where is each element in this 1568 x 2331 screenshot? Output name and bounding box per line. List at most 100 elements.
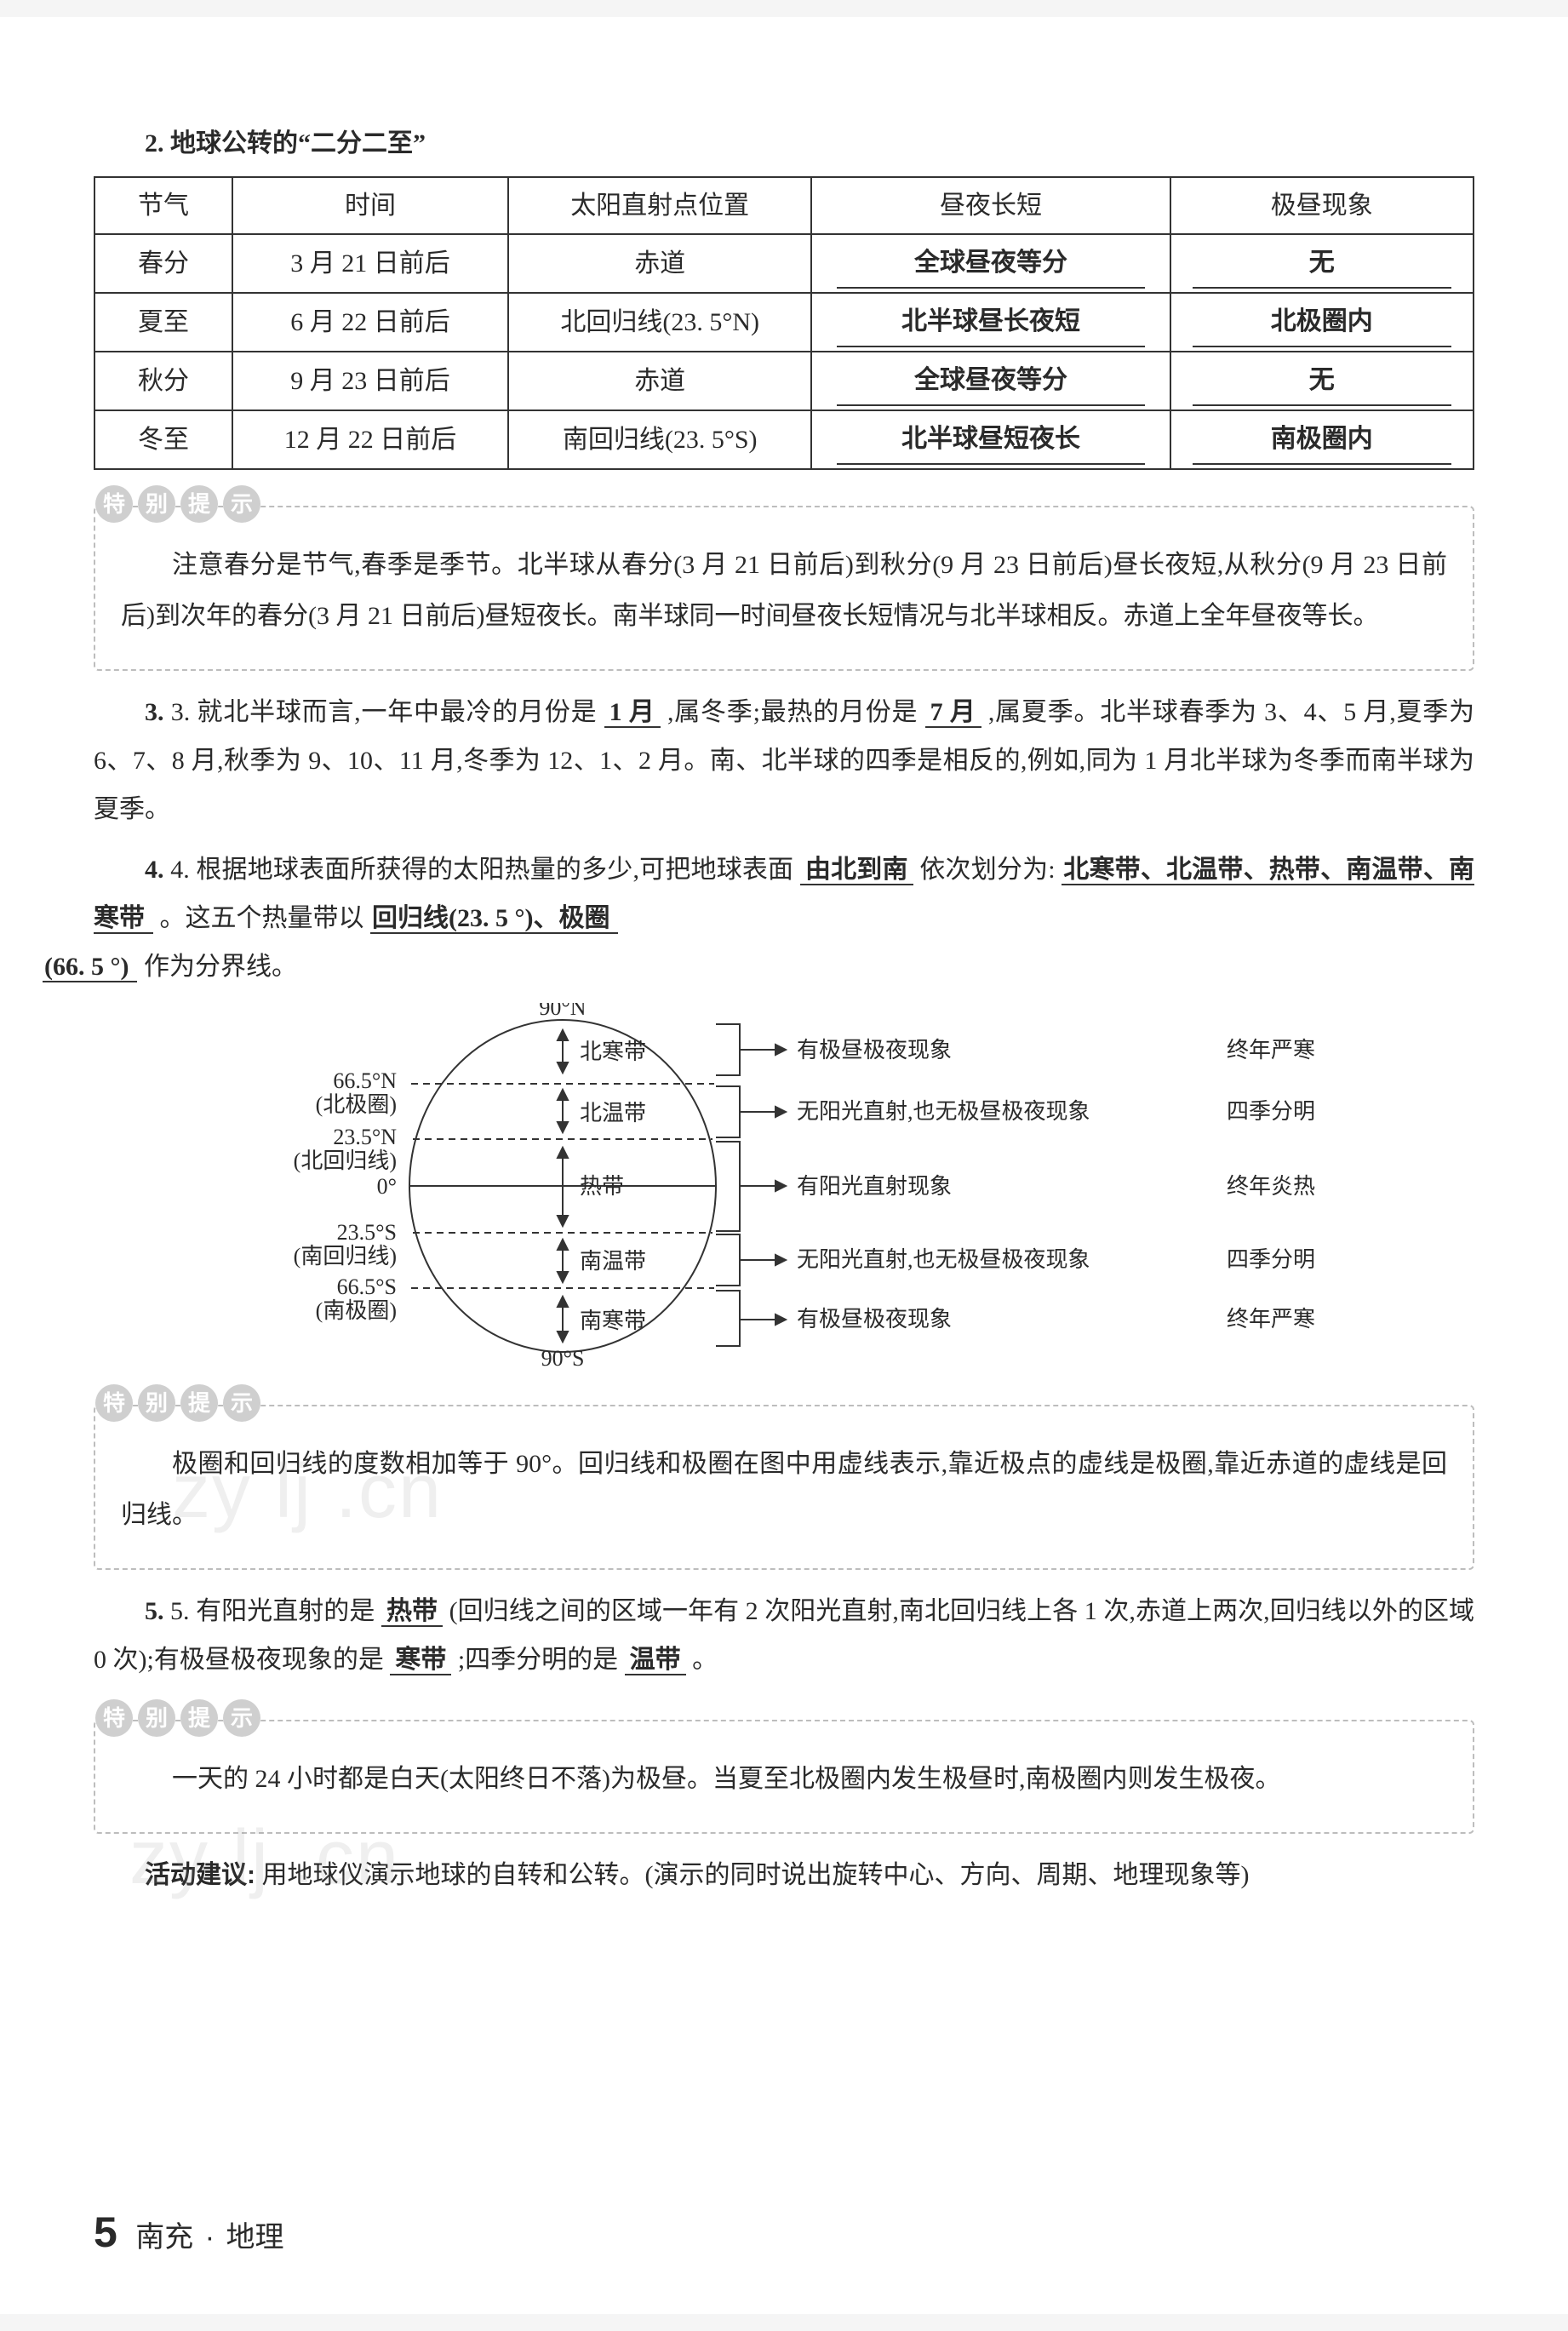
tip-box-2: 特 别 提 示 zy lj .cn 极圈和回归线的度数相加等于 90°。回归线和… (94, 1405, 1474, 1570)
svg-text:热带: 热带 (580, 1174, 624, 1199)
td: 南回归线(23. 5°S) (508, 410, 811, 469)
svg-text:66.5°S: 66.5°S (337, 1274, 397, 1299)
p5-text: 。 (692, 1646, 718, 1674)
p3-text: 3. 就北半球而言,一年中最冷的月份是 (171, 698, 598, 726)
tip-badge-char: 提 (180, 485, 218, 523)
td: 12 月 22 日前后 (232, 410, 508, 469)
svg-text:无阳光直射,也无极昼极夜现象: 无阳光直射,也无极昼极夜现象 (797, 1099, 1090, 1124)
p4-blank-1: 由北到南 (800, 856, 913, 885)
tip-box-1: 特 别 提 示 注意春分是节气,春季是季节。北半球从春分(3 月 21 日前后)… (94, 506, 1474, 671)
svg-text:(北回归线): (北回归线) (294, 1148, 397, 1173)
tip-badge: 特 别 提 示 (95, 485, 260, 523)
svg-text:有阳光直射现象: 有阳光直射现象 (797, 1174, 952, 1199)
table-row: 冬至 12 月 22 日前后 南回归线(23. 5°S) 北半球昼短夜长 南极圈… (94, 410, 1474, 469)
svg-text:北寒带: 北寒带 (580, 1040, 646, 1064)
th-time: 时间 (232, 177, 508, 234)
table-row: 春分 3 月 21 日前后 赤道 全球昼夜等分 无 (94, 234, 1474, 293)
td: 赤道 (508, 352, 811, 410)
td: 夏至 (94, 293, 232, 352)
tip-2-text: 极圈和回归线的度数相加等于 90°。回归线和极圈在图中用虚线表示,靠近极点的虚线… (121, 1439, 1447, 1541)
tip-badge-char: 特 (95, 485, 133, 523)
svg-text:90°N: 90°N (539, 1003, 586, 1020)
table-row: 夏至 6 月 22 日前后 北回归线(23. 5°N) 北半球昼长夜短 北极圈内 (94, 293, 1474, 352)
td: 9 月 23 日前后 (232, 352, 508, 410)
p3-num: 3. (145, 698, 164, 726)
p4-text: 依次划分为: (919, 856, 1055, 884)
svg-text:0°: 0° (377, 1174, 397, 1199)
page-footer: 5 南充 · 地理 (94, 2192, 284, 2273)
p4-blank-4: (66. 5 °) (43, 953, 137, 982)
tip-1-text: 注意春分是节气,春季是季节。北半球从春分(3 月 21 日前后)到秋分(9 月 … (121, 540, 1447, 642)
tip-badge-char: 特 (95, 1699, 133, 1737)
th-sun-pos: 太阳直射点位置 (508, 177, 811, 234)
tip-badge: 特 别 提 示 (95, 1699, 260, 1737)
tip-badge-char: 别 (138, 1699, 175, 1737)
td: 春分 (94, 234, 232, 293)
svg-text:23.5°S: 23.5°S (337, 1220, 397, 1245)
paragraph-5: 5. 5. 有阳光直射的是 热带 (回归线之间的区域一年有 2 次阳光直射,南北… (94, 1587, 1474, 1684)
p5-num: 5. (145, 1597, 164, 1625)
tip-badge-char: 示 (223, 1384, 260, 1422)
td: 南极圈内 (1170, 410, 1474, 469)
td: 冬至 (94, 410, 232, 469)
footer-region: 南充 (135, 2221, 193, 2254)
th-polar: 极昼现象 (1170, 177, 1474, 234)
svg-text:无阳光直射,也无极昼极夜现象: 无阳光直射,也无极昼极夜现象 (797, 1247, 1090, 1272)
solstice-equinox-table: 节气 时间 太阳直射点位置 昼夜长短 极昼现象 春分 3 月 21 日前后 赤道… (94, 176, 1474, 470)
p3-text: ,属冬季;最热的月份是 (667, 698, 918, 726)
td: 北回归线(23. 5°N) (508, 293, 811, 352)
svg-text:四季分明: 四季分明 (1227, 1247, 1315, 1272)
worksheet-page: 2. 地球公转的“二分二至” 节气 时间 太阳直射点位置 昼夜长短 极昼现象 春… (0, 17, 1568, 2314)
svg-text:北温带: 北温带 (580, 1101, 646, 1125)
svg-text:终年严寒: 终年严寒 (1227, 1307, 1315, 1332)
td: 6 月 22 日前后 (232, 293, 508, 352)
p4-blank-3: 回归线(23. 5 °)、极圈 (370, 904, 618, 934)
activity-paragraph: 活动建议: 用地球仪演示地球的自转和公转。(演示的同时说出旋转中心、方向、周期、… (94, 1851, 1474, 1899)
td: 赤道 (508, 234, 811, 293)
svg-text:66.5°N: 66.5°N (333, 1068, 397, 1093)
tip-badge-char: 别 (138, 1384, 175, 1422)
td: 无 (1170, 234, 1474, 293)
svg-text:终年严寒: 终年严寒 (1227, 1038, 1315, 1062)
p5-text: ;四季分明的是 (458, 1646, 618, 1674)
tip-badge-char: 提 (180, 1699, 218, 1737)
p3-blank-2: 7 月 (925, 698, 981, 728)
p4-text: 作为分界线。 (144, 953, 297, 981)
td: 北半球昼长夜短 (811, 293, 1170, 352)
svg-text:(南回归线): (南回归线) (294, 1244, 397, 1269)
p5-blank-2: 寒带 (390, 1646, 451, 1675)
tip-badge-char: 示 (223, 485, 260, 523)
tip-badge-char: 特 (95, 1384, 133, 1422)
th-daynight: 昼夜长短 (811, 177, 1170, 234)
svg-text:(南极圈): (南极圈) (316, 1298, 397, 1323)
heading-2: 2. 地球公转的“二分二至” (94, 119, 1474, 168)
p4-text: 4. 根据地球表面所获得的太阳热量的多少,可把地球表面 (170, 856, 793, 884)
p5-blank-3: 温带 (625, 1646, 686, 1675)
page-number: 5 (94, 2208, 117, 2256)
tip-badge-char: 提 (180, 1384, 218, 1422)
svg-text:四季分明: 四季分明 (1227, 1099, 1315, 1124)
tip-badge-char: 别 (138, 485, 175, 523)
svg-text:南寒带: 南寒带 (580, 1309, 646, 1333)
th-jieqi: 节气 (94, 177, 232, 234)
table-row: 秋分 9 月 23 日前后 赤道 全球昼夜等分 无 (94, 352, 1474, 410)
svg-text:有极昼极夜现象: 有极昼极夜现象 (797, 1307, 952, 1332)
td: 无 (1170, 352, 1474, 410)
tip-box-3: 特 别 提 示 zy lj .cn 一天的 24 小时都是白天(太阳终日不落)为… (94, 1720, 1474, 1834)
p4-text: 。这五个热量带以 (160, 904, 364, 932)
activity-label: 活动建议: (145, 1861, 255, 1889)
svg-text:南温带: 南温带 (580, 1249, 646, 1274)
thermal-zones-diagram: 90°N 90°S 66.5°N (北极圈) 23.5°N (北回归线) 0° … (94, 1003, 1474, 1369)
activity-text: 用地球仪演示地球的自转和公转。(演示的同时说出旋转中心、方向、周期、地理现象等) (262, 1861, 1250, 1889)
svg-text:90°S: 90°S (541, 1346, 585, 1369)
td: 北半球昼短夜长 (811, 410, 1170, 469)
table-header-row: 节气 时间 太阳直射点位置 昼夜长短 极昼现象 (94, 177, 1474, 234)
paragraph-4: 4. 4. 根据地球表面所获得的太阳热量的多少,可把地球表面 由北到南 依次划分… (94, 845, 1474, 991)
svg-text:(北极圈): (北极圈) (316, 1092, 397, 1117)
p3-blank-1: 1 月 (604, 698, 661, 728)
svg-text:23.5°N: 23.5°N (333, 1125, 397, 1149)
paragraph-3: 3. 3. 就北半球而言,一年中最冷的月份是 1 月 ,属冬季;最热的月份是 7… (94, 688, 1474, 833)
p5-text: 5. 有阳光直射的是 (170, 1597, 375, 1625)
p4-num: 4. (145, 856, 164, 884)
svg-text:终年炎热: 终年炎热 (1227, 1174, 1315, 1199)
